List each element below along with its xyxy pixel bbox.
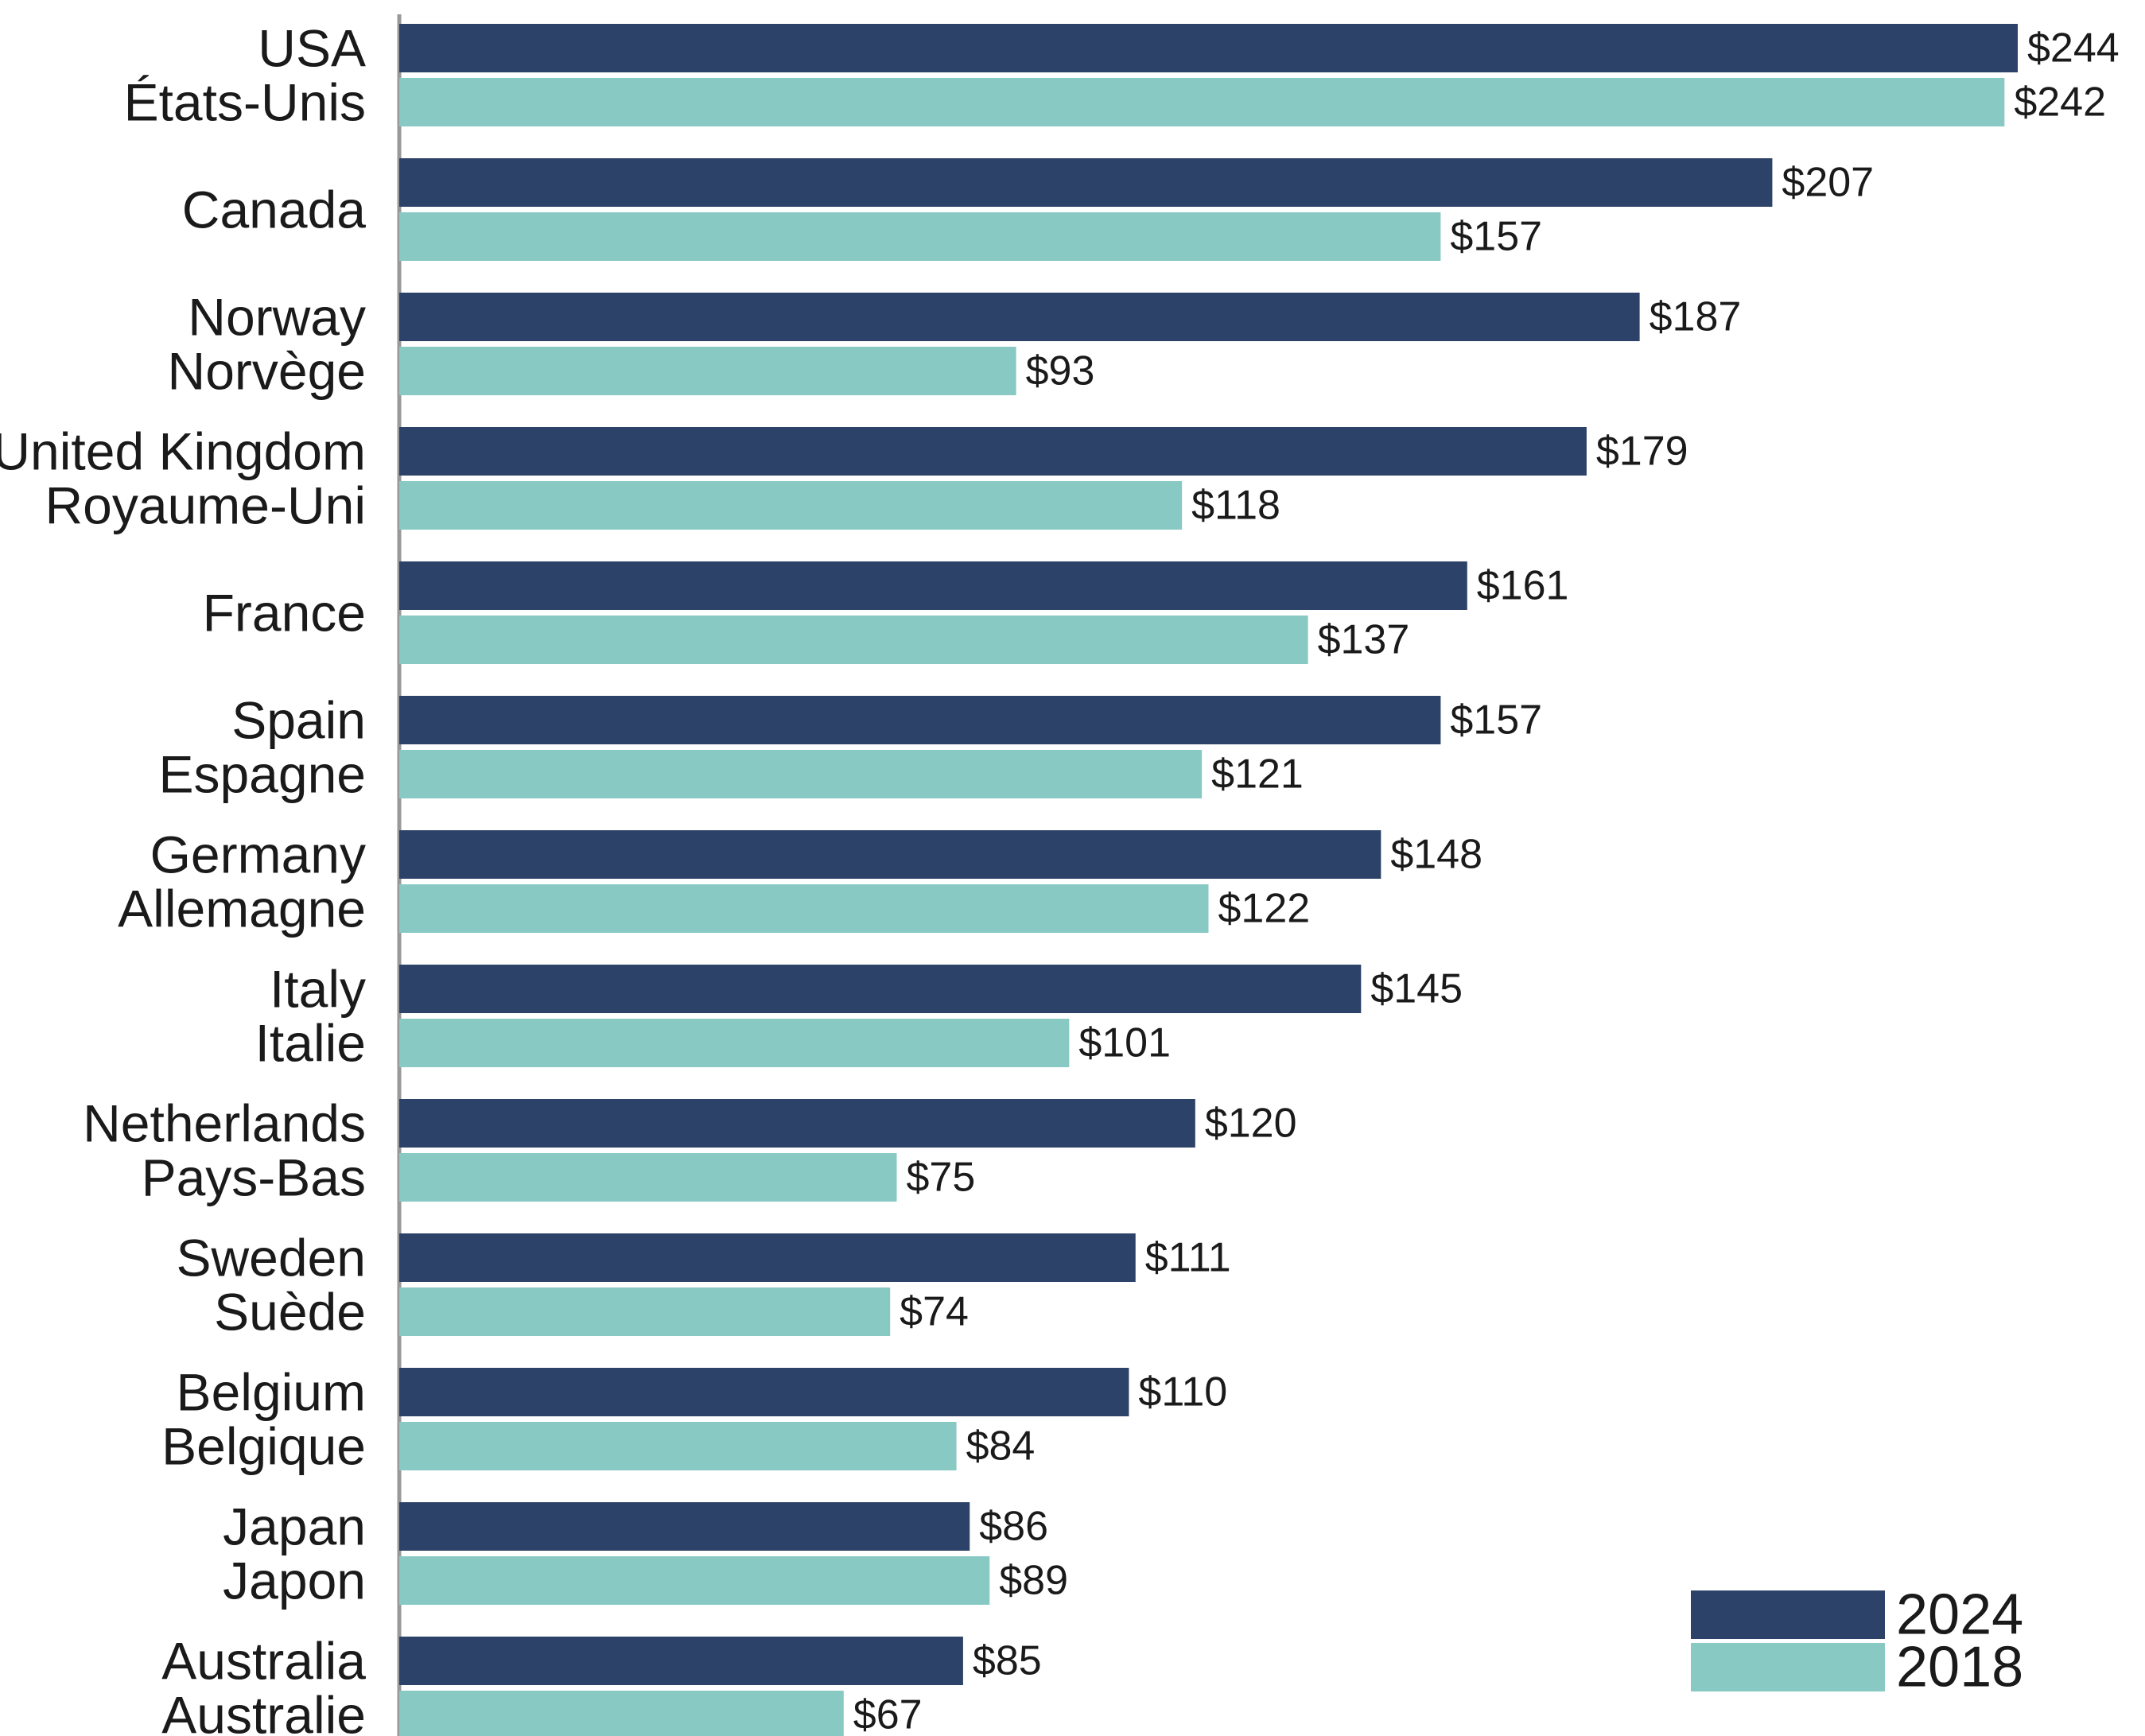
category-label-2-1: Norvège <box>168 342 366 401</box>
value-label-2024-4: $161 <box>1477 563 1569 609</box>
value-label-2024-2: $187 <box>1650 294 1742 340</box>
bar-2018-2 <box>399 347 1016 395</box>
bar-2024-7 <box>399 965 1362 1013</box>
category-label-2-0: Norway <box>188 288 366 347</box>
bar-2018-3 <box>399 481 1183 530</box>
category-label-6-1: Allemagne <box>118 880 366 938</box>
bar-2018-1 <box>399 212 1441 261</box>
category-label-12-1: Australie <box>161 1686 366 1736</box>
value-label-2024-9: $111 <box>1145 1235 1231 1281</box>
bar-2018-12 <box>399 1691 844 1736</box>
value-label-2018-8: $75 <box>907 1155 976 1201</box>
value-label-2024-7: $145 <box>1370 966 1463 1012</box>
category-label-9-0: Sweden <box>176 1229 366 1287</box>
bar-2018-0 <box>399 78 2005 126</box>
bar-2018-10 <box>399 1422 957 1470</box>
bar-2018-4 <box>399 616 1308 664</box>
category-label-12-0: Australia <box>161 1632 366 1691</box>
bar-2024-8 <box>399 1099 1195 1148</box>
legend-swatch-2024 <box>1691 1590 1885 1639</box>
category-label-11-0: Japan <box>223 1497 366 1556</box>
value-label-2018-12: $67 <box>853 1692 923 1736</box>
category-label-5-1: Espagne <box>158 745 366 804</box>
value-label-2024-10: $110 <box>1138 1369 1227 1416</box>
bar-2024-2 <box>399 293 1640 341</box>
value-label-2018-2: $93 <box>1026 348 1095 394</box>
category-label-0-0: USA <box>258 19 366 78</box>
value-label-2024-8: $120 <box>1205 1101 1297 1147</box>
category-label-9-1: Suède <box>214 1283 366 1342</box>
value-labels-group: $244 $242 $207 $157 $187 $93 $179 $118 $161 $137 $… <box>853 25 2120 1736</box>
category-label-7-1: Italie <box>255 1014 366 1073</box>
bar-2018-6 <box>399 884 1209 933</box>
bar-2024-3 <box>399 427 1587 476</box>
bar-2024-6 <box>399 830 1381 879</box>
category-label-10-1: Belgique <box>161 1417 366 1476</box>
value-label-2024-1: $207 <box>1782 160 1874 206</box>
value-label-2018-4: $137 <box>1318 617 1410 663</box>
bar-2024-9 <box>399 1233 1136 1282</box>
bar-2024-1 <box>399 158 1773 207</box>
category-label-11-1: Japon <box>223 1552 366 1610</box>
value-label-2018-5: $121 <box>1211 751 1304 798</box>
category-label-6-0: Germany <box>150 825 366 884</box>
value-label-2018-3: $118 <box>1191 483 1280 529</box>
value-label-2024-0: $244 <box>2027 25 2120 72</box>
bar-2018-9 <box>399 1287 891 1336</box>
category-label-7-0: Italy <box>270 960 366 1019</box>
bar-2024-11 <box>399 1502 970 1551</box>
legend-swatch-2018 <box>1691 1643 1885 1691</box>
legend-label-2024: 2024 <box>1896 1583 2023 1647</box>
bar-2018-11 <box>399 1556 990 1605</box>
category-label-3-0: United Kingdom <box>0 422 366 481</box>
value-label-2018-1: $157 <box>1450 214 1542 260</box>
bars-group <box>399 24 2018 1736</box>
bar-2018-7 <box>399 1019 1070 1067</box>
value-label-2018-9: $74 <box>900 1289 969 1335</box>
bar-2024-12 <box>399 1637 963 1685</box>
category-label-8-0: Netherlands <box>83 1094 366 1153</box>
bar-2024-5 <box>399 696 1441 744</box>
bar-2024-10 <box>399 1368 1129 1416</box>
category-label-0-1: États-Unis <box>124 73 366 132</box>
bar-2018-5 <box>399 750 1203 798</box>
value-label-2024-6: $148 <box>1390 832 1482 878</box>
value-label-2018-10: $84 <box>966 1423 1036 1470</box>
bar-2024-0 <box>399 24 2018 72</box>
category-label-4-0: France <box>203 584 366 643</box>
category-label-10-0: Belgium <box>177 1363 366 1422</box>
value-label-2018-0: $242 <box>2014 80 2106 126</box>
bar-2018-8 <box>399 1153 897 1202</box>
category-label-8-1: Pays-Bas <box>142 1148 366 1207</box>
value-label-2018-6: $122 <box>1218 886 1311 932</box>
value-label-2024-3: $179 <box>1596 429 1688 475</box>
category-label-1-0: Canada <box>182 181 366 239</box>
legend-label-2018: 2018 <box>1896 1636 2023 1699</box>
value-label-2018-11: $89 <box>999 1558 1068 1604</box>
bar-2024-4 <box>399 561 1467 610</box>
value-label-2018-7: $101 <box>1078 1020 1171 1066</box>
value-label-2024-5: $157 <box>1450 697 1542 744</box>
value-label-2024-11: $86 <box>979 1504 1048 1550</box>
category-label-5-0: Spain <box>231 691 366 750</box>
value-label-2024-12: $85 <box>973 1638 1042 1684</box>
category-label-3-1: Royaume-Uni <box>45 476 366 535</box>
